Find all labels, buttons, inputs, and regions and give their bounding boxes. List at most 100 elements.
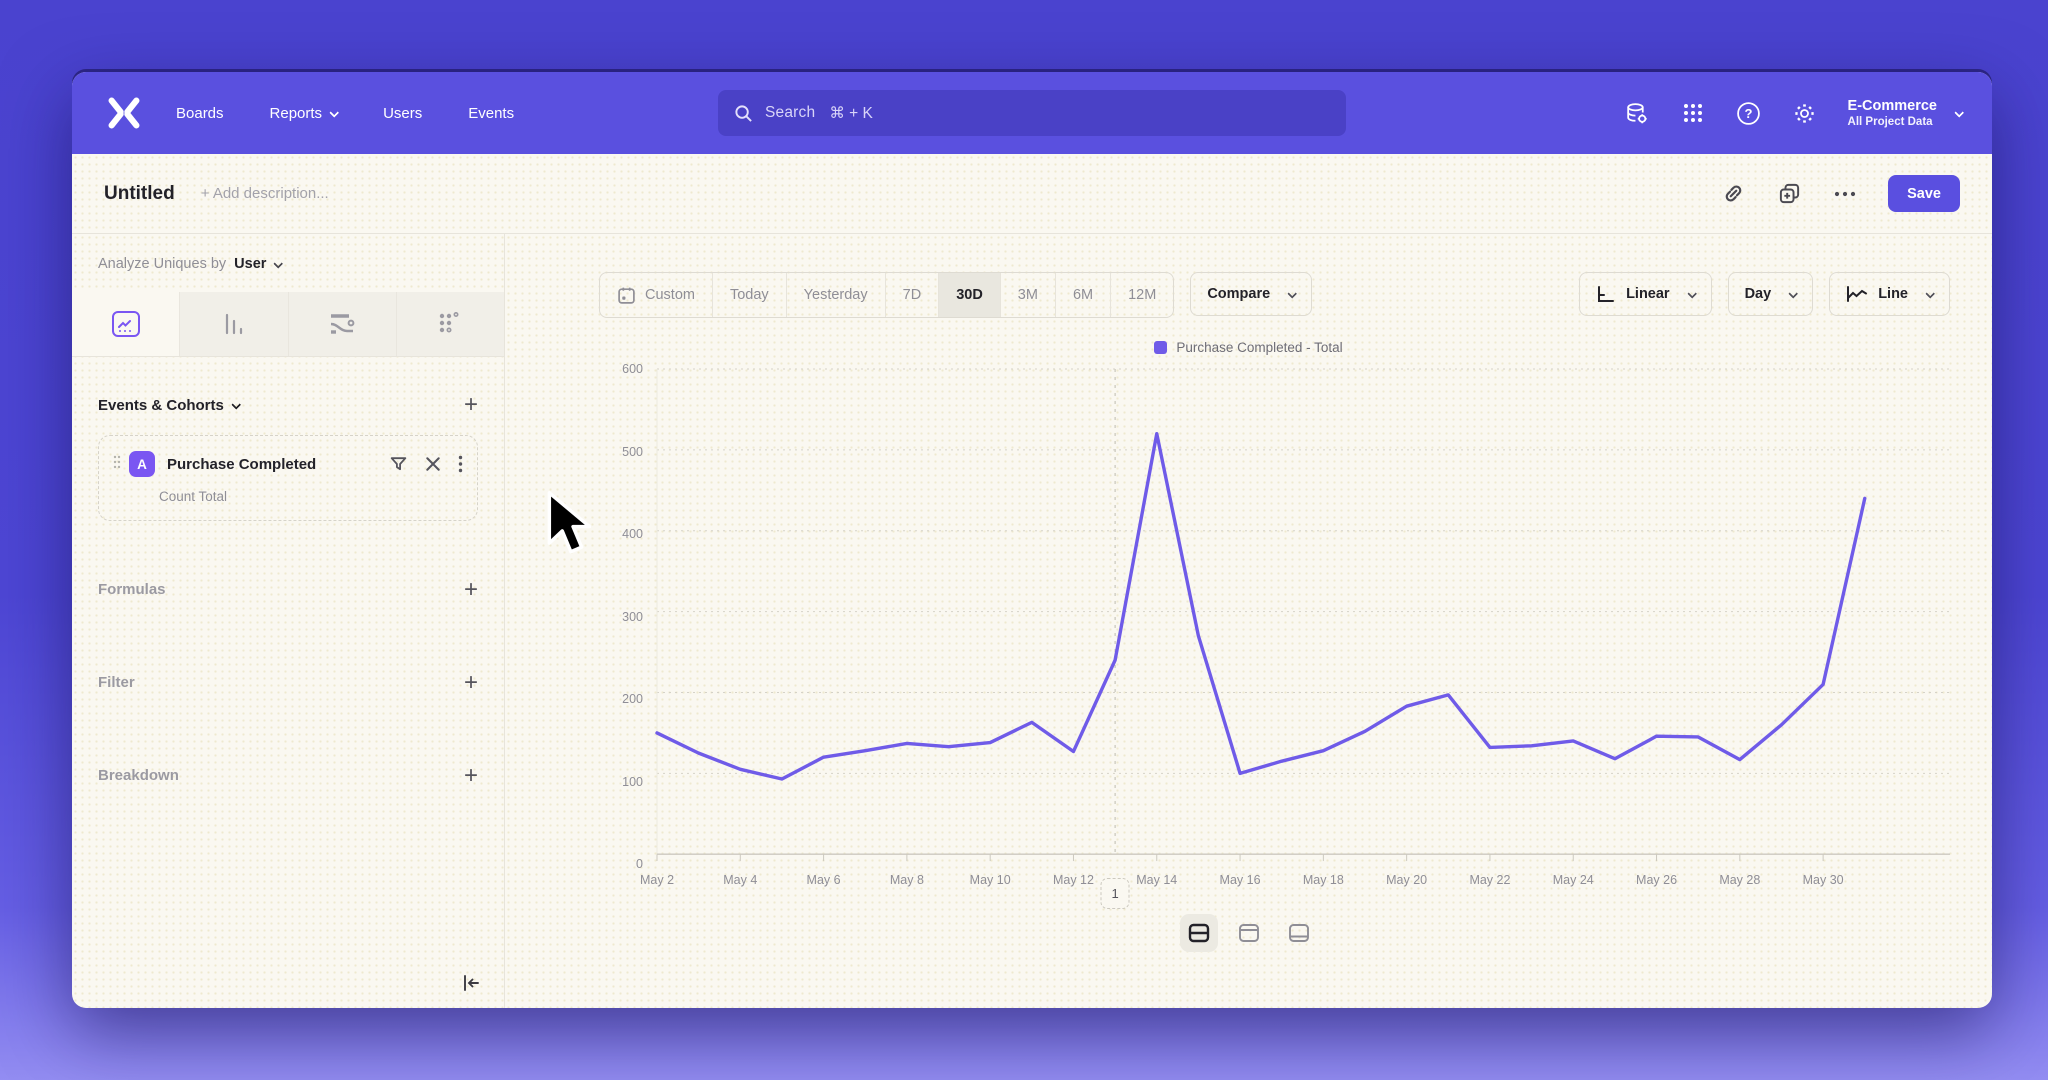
y-tick-label: 200 (622, 692, 643, 706)
retention-icon (440, 311, 459, 333)
events-cohorts-toggle[interactable]: Events & Cohorts (98, 397, 242, 414)
range-label: Custom (645, 287, 695, 303)
panel-bottom-icon[interactable] (1280, 914, 1318, 952)
range-label: 7D (902, 287, 922, 303)
chevron-down-icon (1287, 288, 1298, 299)
chart-type-dropdown[interactable]: Line (1829, 272, 1950, 316)
app-window: Boards Reports Users Events Search ⌘ + K (72, 72, 1992, 1008)
compare-button[interactable]: Compare (1190, 272, 1313, 316)
chevron-down-icon (1686, 288, 1697, 299)
x-tick-label: May 6 (806, 873, 841, 887)
chart-toolbar: Custom Today Yesterday 7D 30D 3M 6M 12M Compare… (599, 272, 1950, 318)
interval-dropdown[interactable]: Day (1727, 272, 1814, 316)
nav-item-events[interactable]: Events (468, 105, 514, 122)
range-6m[interactable]: 6M (1054, 273, 1110, 317)
range-3m[interactable]: 3M (999, 273, 1055, 317)
events-cohorts-header: Events & Cohorts + (98, 393, 478, 417)
more-ellipsis-icon[interactable] (1832, 181, 1858, 207)
range-30d[interactable]: 30D (938, 273, 1000, 317)
range-today[interactable]: Today (711, 273, 786, 317)
nav-item-boards[interactable]: Boards (176, 105, 224, 122)
chart-panel: Custom Today Yesterday 7D 30D 3M 6M 12M Compare… (505, 234, 1992, 1008)
range-label: 6M (1072, 287, 1094, 303)
event-metric-selector[interactable]: Count Total (159, 489, 228, 504)
add-event-button[interactable]: + (463, 391, 478, 418)
layout-switcher (505, 914, 1992, 952)
line-type-icon (1847, 286, 1868, 302)
chevron-down-icon (1788, 288, 1799, 299)
save-button[interactable]: Save (1888, 175, 1960, 212)
analyze-by-dropdown[interactable]: User (234, 256, 284, 272)
add-formulas-button[interactable]: + (463, 575, 478, 603)
flows-tab[interactable] (287, 292, 396, 356)
duplicate-icon[interactable] (1776, 181, 1802, 207)
chart-plot-area: 0 100 200 300 400 500 600 (622, 362, 1950, 871)
project-selector[interactable]: E-Commerce All Project Data (1848, 98, 1965, 128)
collapse-sidebar-icon[interactable] (456, 968, 486, 998)
help-icon[interactable]: ? (1736, 100, 1762, 126)
report-header: Untitled + Add description... (72, 154, 1992, 234)
y-tick-label: 300 (622, 609, 643, 624)
x-tick-label: May 18 (1302, 873, 1344, 887)
x-tick-label: May 12 (1052, 873, 1094, 887)
apps-grid-icon[interactable] (1680, 100, 1706, 126)
chevron-down-icon (231, 399, 242, 410)
chart-svg (657, 369, 1950, 864)
chevron-down-icon (1954, 107, 1965, 118)
link-icon[interactable] (1720, 181, 1746, 207)
nav-item-label: Events (468, 104, 515, 122)
annotation-marker[interactable]: 1 (1100, 878, 1130, 909)
add-breakdown-button[interactable]: + (463, 761, 478, 789)
range-7d[interactable]: 7D (884, 273, 939, 317)
nav-item-label: Users (383, 104, 423, 122)
y-tick-label: 500 (622, 444, 643, 459)
x-tick-label: May 8 (889, 873, 924, 887)
main-content: Analyze Uniques by User (72, 234, 1992, 1008)
legend-label: Purchase Completed - Total (1176, 340, 1343, 355)
split-horizontal-icon[interactable] (1179, 914, 1218, 952)
insights-line-tab[interactable] (72, 292, 180, 356)
drag-handle-icon[interactable] (113, 455, 121, 474)
nav-menu: Boards Reports Users Events (176, 105, 560, 122)
range-custom[interactable]: Custom (600, 273, 712, 317)
x-tick-label: May 20 (1386, 873, 1428, 887)
x-tick-label: May 30 (1802, 873, 1844, 887)
range-12m[interactable]: 12M (1110, 273, 1173, 317)
nav-item-label: Boards (176, 104, 224, 122)
linear-axis-icon (1598, 285, 1615, 302)
section-breakdown: Breakdown + (98, 729, 478, 822)
retention-dots-tab[interactable] (395, 292, 504, 356)
settings-gear-icon[interactable] (1792, 100, 1818, 126)
add-filter-button[interactable]: + (463, 668, 478, 696)
remove-event-icon[interactable] (425, 456, 441, 472)
y-tick-label: 100 (622, 774, 643, 789)
bar-chart-tab[interactable] (179, 292, 288, 356)
event-card[interactable]: A Purchase Completed (98, 435, 478, 521)
x-tick-label: May 16 (1219, 873, 1261, 887)
add-description-field[interactable]: + Add description... (200, 185, 329, 202)
search-input[interactable]: Search ⌘ + K (718, 90, 1346, 136)
report-title[interactable]: Untitled (104, 182, 175, 204)
kebab-menu-icon[interactable] (458, 455, 463, 473)
scale-dropdown[interactable]: Linear (1579, 272, 1712, 316)
panel-top-icon[interactable] (1230, 914, 1268, 952)
range-yesterday[interactable]: Yesterday (785, 273, 885, 317)
x-tick-label: May 4 (723, 873, 758, 887)
section-label: Filter (98, 674, 135, 691)
event-name[interactable]: Purchase Completed (167, 455, 317, 473)
query-builder-sidebar: Analyze Uniques by User (72, 234, 505, 1008)
filter-funnel-icon[interactable] (389, 455, 408, 474)
search-icon (735, 104, 752, 122)
section-formulas: Formulas + (98, 543, 478, 636)
mixpanel-logo-icon[interactable] (102, 93, 146, 133)
section-label: Formulas (98, 581, 166, 598)
y-tick-label: 400 (622, 527, 643, 541)
range-label: 30D (956, 287, 983, 303)
chart-legend[interactable]: Purchase Completed - Total (505, 340, 1992, 355)
data-management-icon[interactable] (1624, 100, 1650, 126)
nav-item-reports[interactable]: Reports (270, 105, 340, 122)
nav-item-users[interactable]: Users (383, 105, 422, 122)
date-range-group: Custom Today Yesterday 7D 30D 3M 6M 12M (599, 272, 1175, 318)
analyze-label: Analyze Uniques by (98, 256, 227, 272)
